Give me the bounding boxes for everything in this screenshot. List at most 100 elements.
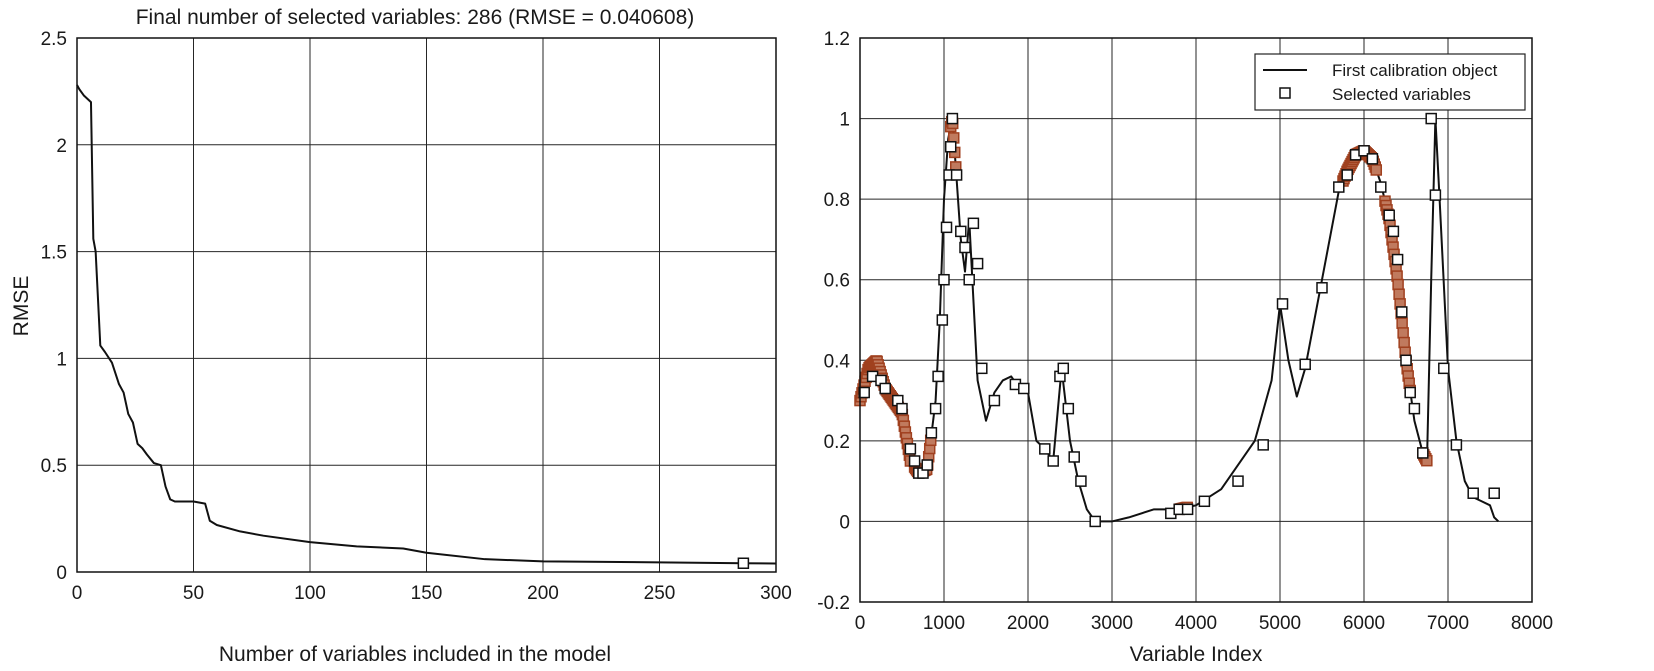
- x-tick-label: 2000: [1007, 613, 1049, 634]
- selected-variable-marker: [1341, 169, 1353, 181]
- x-tick-label: 50: [183, 583, 204, 604]
- y-tick-label: 1: [56, 349, 67, 370]
- selected-variable-dense-marker: [1398, 336, 1410, 349]
- selected-variable-marker: [988, 394, 1001, 407]
- plot-frame: [859, 37, 1533, 603]
- selected-variable-dense-marker: [1396, 317, 1408, 329]
- selected-variable-marker: [940, 221, 953, 234]
- selected-variable-marker: [1404, 386, 1416, 399]
- series-line: [76, 84, 777, 565]
- selected-variable-marker: [1299, 358, 1311, 371]
- y-tick-label: 2.5: [41, 29, 67, 50]
- y-tick-label: 1.2: [824, 29, 850, 50]
- y-tick-label: 1.5: [41, 243, 67, 264]
- selected-variable-marker: [936, 314, 949, 326]
- selected-variable-marker: [1488, 487, 1500, 499]
- x-tick-label: 5000: [1259, 613, 1301, 634]
- legend: First calibration object Selected variab…: [1254, 53, 1526, 111]
- selected-variable-marker: [971, 257, 984, 270]
- selected-variable-marker: [938, 273, 950, 286]
- selected-variable-marker: [1232, 475, 1244, 487]
- selected-variable-dense-marker: [1397, 327, 1409, 339]
- variable-index-chart: Variable Index 0 1000 2000 3000 4000 5000 6000…: [817, 29, 1553, 666]
- selected-variable-marker: [967, 217, 980, 230]
- y-tick-label: 0.5: [41, 456, 67, 477]
- x-tick-label: 150: [411, 583, 443, 604]
- selected-variable-marker: [1018, 382, 1030, 395]
- selected-variable-marker: [1396, 306, 1408, 318]
- selected-variable-marker: [976, 362, 988, 375]
- x-tick-label: 3000: [1091, 613, 1133, 634]
- legend-entry-calibration: First calibration object: [1332, 61, 1498, 80]
- selected-variable-dense-marker: [1370, 164, 1383, 176]
- selected-variable-marker: [1366, 153, 1379, 165]
- selected-variable-marker: [1408, 402, 1421, 415]
- x-tick-label: 7000: [1427, 613, 1469, 634]
- selected-variable-marker: [963, 273, 975, 286]
- selected-variable-marker: [959, 241, 971, 254]
- selected-variable-marker: [1358, 145, 1370, 157]
- selected-variable-marker: [1316, 282, 1328, 294]
- x-tick-label: 0: [72, 583, 83, 604]
- selected-variable-marker: [1257, 439, 1269, 451]
- selected-variable-marker: [896, 402, 908, 415]
- y-tick-label: 2: [56, 136, 67, 157]
- x-tick-label: 4000: [1175, 613, 1217, 634]
- selected-variable-marker: [929, 402, 942, 415]
- y-tick-label: 0: [839, 512, 850, 533]
- y-tick-label: -0.2: [817, 593, 850, 614]
- x-tick-label: 6000: [1343, 613, 1385, 634]
- selected-variable-marker: [1467, 487, 1479, 499]
- selected-variable-marker: [858, 386, 870, 399]
- x-tick-label: 0: [855, 613, 866, 634]
- rmse-chart-ylabel: RMSE: [10, 276, 33, 337]
- selected-variable-marker: [932, 370, 944, 383]
- selected-variable-marker: [1450, 439, 1463, 451]
- y-tick-label: 0.8: [824, 190, 850, 211]
- selected-variable-marker: [1068, 451, 1080, 463]
- variable-index-chart-xlabel: Variable Index: [1130, 643, 1263, 666]
- x-tick-label: 300: [760, 583, 792, 604]
- selected-variable-marker: [1417, 447, 1429, 459]
- selected-variable-marker: [1198, 495, 1211, 508]
- selected-variable-marker: [1075, 475, 1087, 487]
- selected-variable-marker: [1375, 181, 1387, 193]
- selected-variable-marker: [955, 225, 967, 238]
- y-tick-label: 0.2: [824, 432, 850, 453]
- selected-variable-marker: [1391, 253, 1404, 266]
- final-selection-marker: [737, 557, 750, 569]
- selected-variable-marker: [1387, 225, 1400, 238]
- rmse-chart: Final number of selected variables: 286 …: [10, 6, 792, 666]
- legend-entry-selected: Selected variables: [1332, 85, 1471, 104]
- y-tick-label: 0.4: [824, 351, 851, 372]
- selected-variable-dense-marker: [1393, 288, 1405, 300]
- x-tick-label: 8000: [1511, 613, 1553, 634]
- y-tick-label: 0.6: [824, 271, 850, 292]
- selected-variable-marker: [1039, 443, 1051, 455]
- x-tick-label: 1000: [923, 613, 965, 634]
- y-tick-label: 0: [56, 563, 67, 584]
- selected-variable-marker: [1429, 189, 1442, 201]
- plot-frame: [76, 37, 777, 573]
- selected-variable-marker: [908, 455, 921, 467]
- selected-variable-marker: [1383, 209, 1395, 222]
- selected-variable-marker: [1276, 298, 1289, 310]
- selected-variable-marker: [1047, 455, 1059, 467]
- selected-variable-dense-marker: [1392, 278, 1404, 291]
- selected-variable-marker: [1400, 354, 1412, 367]
- selected-variable-marker: [921, 459, 933, 471]
- selected-variable-marker: [904, 443, 917, 455]
- selected-variable-marker: [1181, 503, 1194, 516]
- selected-variable-marker: [1438, 362, 1450, 375]
- selected-variable-marker: [1333, 181, 1345, 193]
- selected-variable-marker: [944, 141, 957, 153]
- x-tick-label: 200: [527, 583, 559, 604]
- selected-variable-marker: [1057, 362, 1070, 375]
- rmse-chart-title: Final number of selected variables: 286 …: [136, 6, 695, 29]
- x-tick-label: 250: [644, 583, 676, 604]
- selected-variable-marker: [1425, 112, 1437, 125]
- selected-variable-marker: [950, 169, 963, 181]
- legend-box: [1254, 53, 1526, 111]
- rmse-chart-xlabel: Number of variables included in the mode…: [219, 643, 611, 666]
